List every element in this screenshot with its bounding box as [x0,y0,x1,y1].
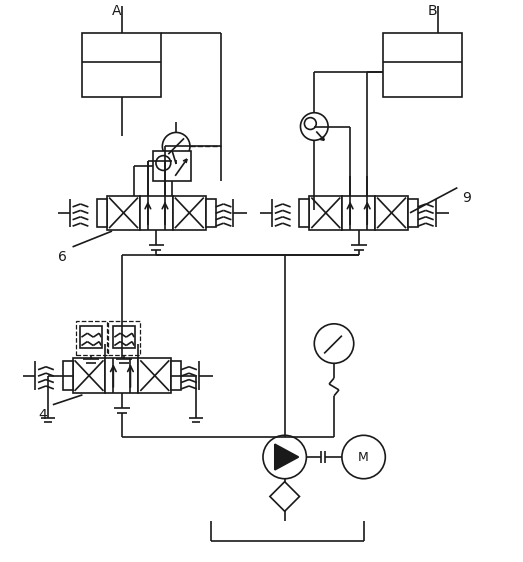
Circle shape [304,117,316,129]
Text: M: M [358,451,369,464]
Bar [63,361,73,390]
Bar [300,198,309,227]
Bar [342,196,375,230]
Bar [106,359,139,393]
Bar [81,326,102,347]
Bar [383,33,462,97]
Circle shape [263,436,306,479]
Bar [171,361,181,390]
Circle shape [314,324,354,363]
Bar [173,196,206,230]
Text: 4: 4 [38,407,47,422]
Bar [408,198,418,227]
Circle shape [156,156,170,170]
Circle shape [301,113,328,140]
Bar [83,33,162,97]
Bar [206,198,215,227]
Text: B: B [428,4,437,18]
Bar [75,321,107,355]
Text: 9: 9 [462,191,471,205]
Bar [73,359,106,393]
Circle shape [342,436,385,479]
Bar [153,151,191,181]
Bar [107,196,140,230]
Bar [375,196,408,230]
Text: 6: 6 [58,250,66,264]
Bar [139,359,171,393]
Text: A: A [112,4,121,18]
Polygon shape [275,444,299,470]
Circle shape [162,133,190,160]
Bar [113,326,135,347]
Bar [108,321,140,355]
Bar [140,196,173,230]
Bar [97,198,107,227]
Bar [309,196,342,230]
Polygon shape [270,482,300,511]
